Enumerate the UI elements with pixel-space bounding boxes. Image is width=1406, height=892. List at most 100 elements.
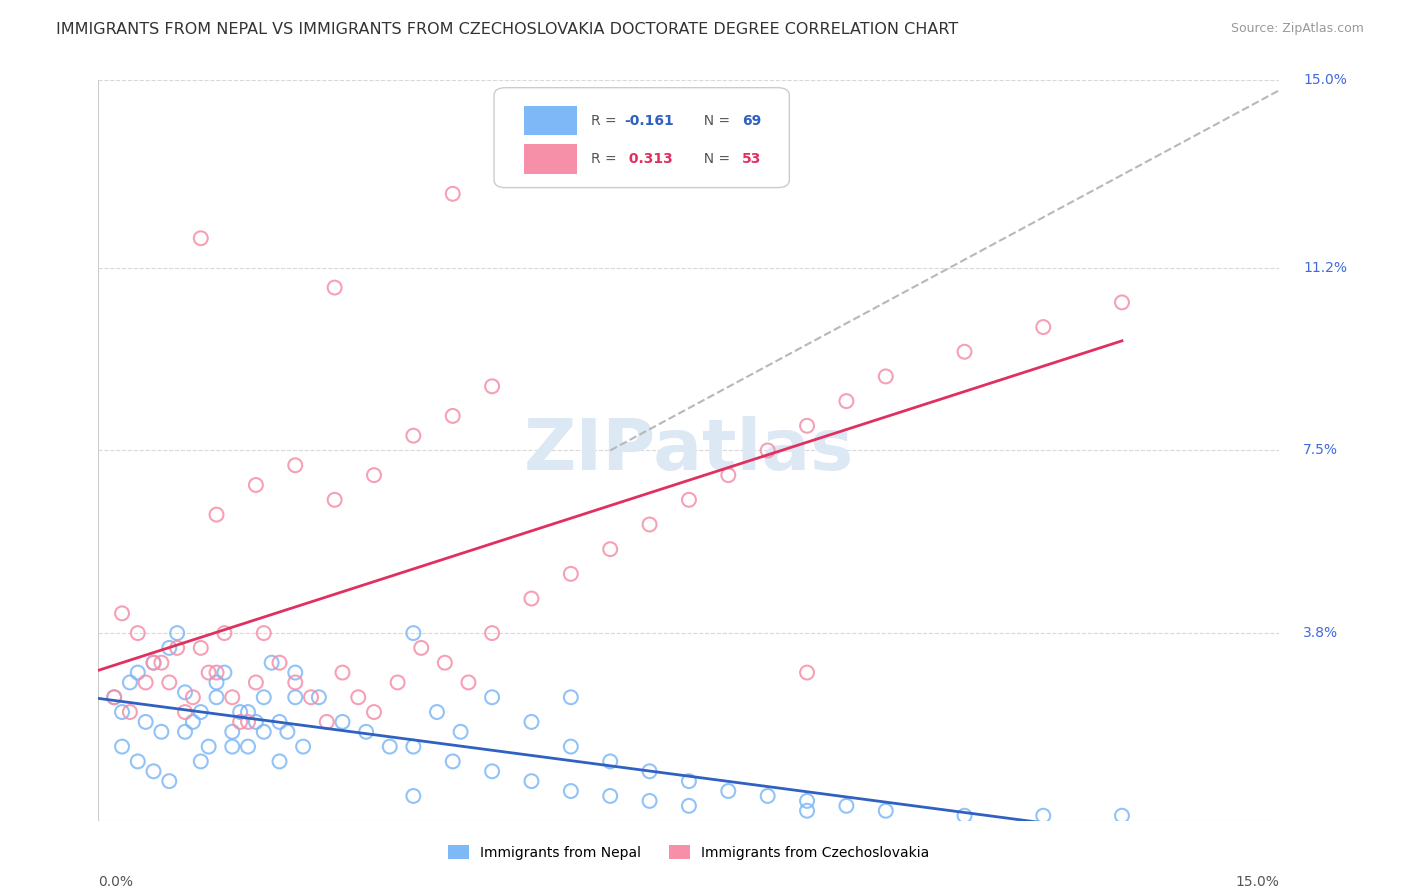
Point (347, 690, 370, 705)
Point (481, 690, 503, 705)
Point (1111, 808, 1133, 822)
Point (142, 656, 165, 670)
Point (457, 675, 479, 690)
Point (433, 656, 456, 670)
Point (875, 369, 897, 384)
Point (363, 468, 385, 483)
Point (174, 685, 197, 699)
Point (363, 705, 385, 719)
Point (269, 656, 291, 670)
Point (441, 186, 464, 201)
Text: N =: N = (695, 152, 734, 166)
Point (269, 714, 291, 729)
Text: Source: ZipAtlas.com: Source: ZipAtlas.com (1230, 22, 1364, 36)
Point (276, 724, 298, 739)
Point (284, 665, 307, 680)
Point (678, 774, 700, 789)
Point (269, 755, 291, 769)
Text: 15.0%: 15.0% (1236, 875, 1279, 889)
Point (245, 478, 267, 492)
Point (796, 665, 818, 680)
Point (221, 724, 243, 739)
Point (1032, 320, 1054, 334)
Point (221, 739, 243, 754)
Point (638, 764, 661, 779)
Point (378, 739, 401, 754)
Point (299, 690, 322, 705)
Point (284, 458, 307, 473)
Point (402, 428, 425, 442)
Point (197, 665, 219, 680)
Point (678, 492, 700, 507)
Text: IMMIGRANTS FROM NEPAL VS IMMIGRANTS FROM CZECHOSLOVAKIA DOCTORATE DEGREE CORRELA: IMMIGRANTS FROM NEPAL VS IMMIGRANTS FROM… (56, 22, 959, 37)
Text: 0.313: 0.313 (624, 152, 672, 166)
Point (426, 705, 449, 719)
Point (190, 755, 212, 769)
Point (481, 379, 503, 393)
Legend: Immigrants from Nepal, Immigrants from Czechoslovakia: Immigrants from Nepal, Immigrants from C… (443, 839, 935, 865)
Point (678, 798, 700, 813)
Point (599, 755, 621, 769)
Point (402, 739, 425, 754)
Point (332, 665, 354, 680)
Point (520, 774, 543, 789)
Point (756, 789, 779, 803)
Text: 7.5%: 7.5% (1303, 443, 1339, 458)
Point (835, 394, 858, 409)
Point (111, 705, 134, 719)
Point (205, 675, 228, 690)
Point (127, 665, 149, 680)
Point (157, 640, 180, 655)
Point (181, 714, 204, 729)
Text: R =: R = (591, 152, 621, 166)
Point (229, 705, 252, 719)
Point (118, 675, 141, 690)
Point (308, 690, 330, 705)
Point (253, 690, 276, 705)
Point (599, 542, 621, 557)
FancyBboxPatch shape (523, 145, 576, 174)
Point (190, 640, 212, 655)
FancyBboxPatch shape (494, 87, 789, 187)
Point (560, 739, 582, 754)
Point (1111, 295, 1133, 310)
Point (315, 714, 337, 729)
Point (174, 705, 197, 719)
Text: 11.2%: 11.2% (1303, 260, 1347, 275)
Point (638, 517, 661, 532)
Point (245, 714, 267, 729)
Point (953, 344, 976, 359)
Text: 69: 69 (742, 113, 761, 128)
Point (135, 675, 157, 690)
Point (638, 794, 661, 808)
Point (253, 626, 276, 640)
Point (236, 714, 259, 729)
Point (142, 656, 165, 670)
Point (221, 690, 243, 705)
Point (402, 626, 425, 640)
Point (197, 739, 219, 754)
Text: R =: R = (591, 113, 621, 128)
Point (1032, 808, 1054, 822)
Point (796, 804, 818, 818)
Point (520, 714, 543, 729)
Point (190, 231, 212, 245)
Point (214, 665, 236, 680)
Point (205, 665, 228, 680)
Point (135, 714, 157, 729)
Point (142, 764, 165, 779)
Point (450, 724, 472, 739)
Point (229, 714, 252, 729)
Point (214, 626, 236, 640)
Point (354, 724, 377, 739)
Point (560, 784, 582, 798)
Point (323, 280, 346, 294)
Point (166, 626, 188, 640)
Point (441, 409, 464, 423)
Point (118, 705, 141, 719)
Point (953, 808, 976, 822)
Text: 15.0%: 15.0% (1303, 73, 1347, 87)
Point (284, 675, 307, 690)
Point (150, 724, 173, 739)
Point (481, 626, 503, 640)
